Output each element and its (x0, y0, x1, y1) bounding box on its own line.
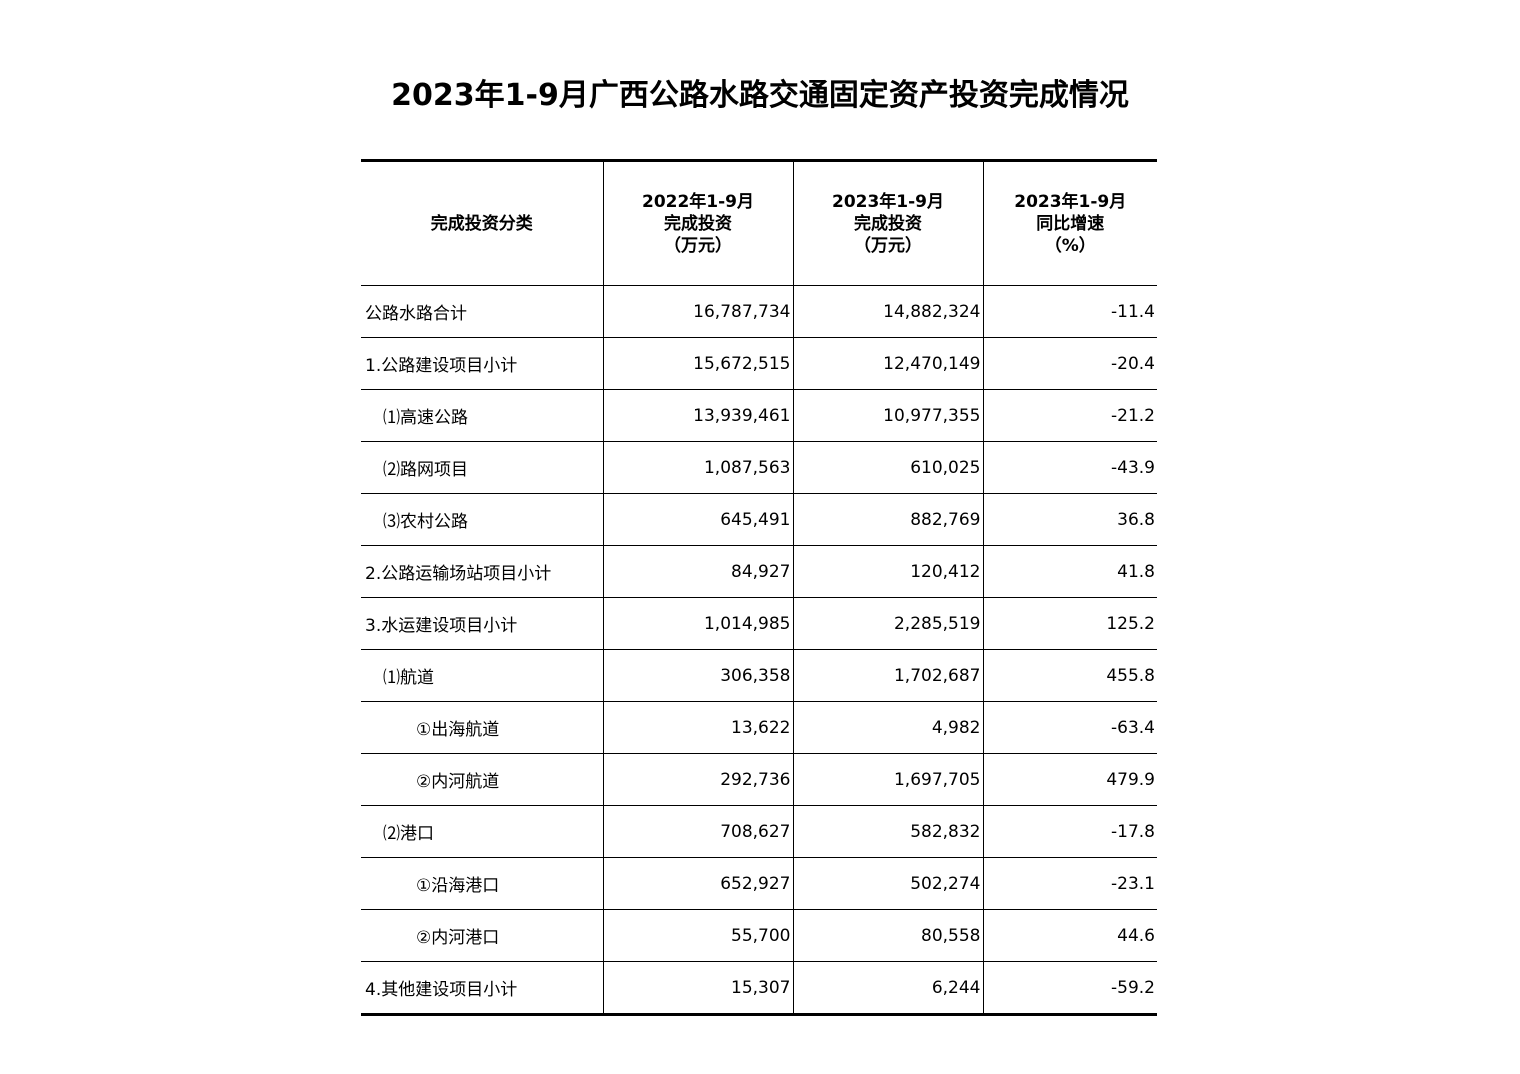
table-row: 2.公路运输场站项目小计 84,927 120,412 41.8 (361, 545, 1157, 598)
investment-2022-cell: 13,622 (602, 701, 794, 754)
table-row: 3.水运建设项目小计 1,014,985 2,285,519 125.2 (361, 597, 1157, 650)
growth-rate-cell: 125.2 (982, 597, 1157, 650)
investment-2023-cell: 14,882,324 (792, 285, 984, 338)
investment-2022-cell: 55,700 (602, 909, 794, 962)
category-cell: 1.公路建设项目小计 (361, 337, 604, 390)
investment-2023-cell: 80,558 (792, 909, 984, 962)
table-row: ⑵路网项目 1,087,563 610,025 -43.9 (361, 441, 1157, 494)
column-header-growth-rate: 2023年1-9月 同比增速 （%） (982, 160, 1157, 286)
table-body: 公路水路合计 16,787,734 14,882,324 -11.4 1.公路建设项目小… (361, 285, 1157, 1015)
investment-2022-cell: 13,939,461 (602, 389, 794, 442)
investment-2022-cell: 306,358 (602, 649, 794, 702)
category-cell: 4.其他建设项目小计 (361, 961, 604, 1015)
investment-2023-cell: 4,982 (792, 701, 984, 754)
table-row: 4.其他建设项目小计 15,307 6,244 -59.2 (361, 961, 1157, 1015)
investment-2022-cell: 15,307 (602, 961, 794, 1015)
growth-rate-cell: -21.2 (982, 389, 1157, 442)
investment-2023-cell: 582,832 (792, 805, 984, 858)
header-line: 2023年1-9月 (831, 191, 945, 212)
investment-2023-cell: 10,977,355 (792, 389, 984, 442)
investment-2022-cell: 15,672,515 (602, 337, 794, 390)
category-cell: 2.公路运输场站项目小计 (361, 545, 604, 598)
category-cell: ⑴高速公路 (361, 389, 604, 442)
table-row: ⑵港口 708,627 582,832 -17.8 (361, 805, 1157, 858)
investment-table: 完成投资分类 2022年1-9月 完成投资 （万元） 2023年1-9月 完成投资 （万元）… (361, 159, 1157, 1016)
table-row: ⑴高速公路 13,939,461 10,977,355 -21.2 (361, 389, 1157, 442)
category-cell: ①沿海港口 (361, 857, 604, 910)
category-cell: ⑴航道 (361, 649, 604, 702)
investment-2022-cell: 84,927 (602, 545, 794, 598)
investment-2023-cell: 2,285,519 (792, 597, 984, 650)
growth-rate-cell: -17.8 (982, 805, 1157, 858)
table-row: ⑶农村公路 645,491 882,769 36.8 (361, 493, 1157, 546)
category-cell: 3.水运建设项目小计 (361, 597, 604, 650)
header-line: 完成投资 (854, 213, 922, 234)
investment-2022-cell: 292,736 (602, 753, 794, 806)
table-row: 公路水路合计 16,787,734 14,882,324 -11.4 (361, 285, 1157, 338)
table-row: ②内河港口 55,700 80,558 44.6 (361, 909, 1157, 962)
header-line: 2023年1-9月 (1014, 191, 1127, 212)
category-cell: ⑵路网项目 (361, 441, 604, 494)
growth-rate-cell: -23.1 (982, 857, 1157, 910)
header-line: （%） (1044, 235, 1096, 256)
category-cell: ①出海航道 (361, 701, 604, 754)
growth-rate-cell: -20.4 (982, 337, 1157, 390)
column-header-investment-2023: 2023年1-9月 完成投资 （万元） (792, 160, 984, 286)
header-line: （万元） (854, 235, 922, 256)
column-header-investment-2022: 2022年1-9月 完成投资 （万元） (602, 160, 794, 286)
category-cell: ②内河航道 (361, 753, 604, 806)
investment-2023-cell: 1,697,705 (792, 753, 984, 806)
table-row: ②内河航道 292,736 1,697,705 479.9 (361, 753, 1157, 806)
page-title: 2023年1-9月广西公路水路交通固定资产投资完成情况 (391, 78, 1129, 113)
header-line: 完成投资 (664, 213, 732, 234)
investment-2023-cell: 610,025 (792, 441, 984, 494)
category-cell: ⑵港口 (361, 805, 604, 858)
header-line: 同比增速 (1036, 213, 1105, 234)
growth-rate-cell: -63.4 (982, 701, 1157, 754)
table-row: ①沿海港口 652,927 502,274 -23.1 (361, 857, 1157, 910)
growth-rate-cell: 41.8 (982, 545, 1157, 598)
growth-rate-cell: -11.4 (982, 285, 1157, 338)
header-line: 2022年1-9月 (641, 191, 755, 212)
growth-rate-cell: -59.2 (982, 961, 1157, 1015)
growth-rate-cell: 479.9 (982, 753, 1157, 806)
table-header: 完成投资分类 2022年1-9月 完成投资 （万元） 2023年1-9月 完成投资 （万元）… (361, 160, 1157, 286)
growth-rate-cell: 44.6 (982, 909, 1157, 962)
header-line: 完成投资分类 (430, 213, 533, 234)
investment-2022-cell: 652,927 (602, 857, 794, 910)
investment-2022-cell: 1,087,563 (602, 441, 794, 494)
category-cell: 公路水路合计 (361, 285, 604, 338)
investment-2023-cell: 502,274 (792, 857, 984, 910)
investment-2022-cell: 1,014,985 (602, 597, 794, 650)
investment-2023-cell: 120,412 (792, 545, 984, 598)
investment-2023-cell: 6,244 (792, 961, 984, 1015)
investment-2023-cell: 882,769 (792, 493, 984, 546)
growth-rate-cell: 455.8 (982, 649, 1157, 702)
investment-2022-cell: 708,627 (602, 805, 794, 858)
investment-2022-cell: 645,491 (602, 493, 794, 546)
growth-rate-cell: 36.8 (982, 493, 1157, 546)
column-header-category: 完成投资分类 (361, 160, 604, 286)
table-row: ①出海航道 13,622 4,982 -63.4 (361, 701, 1157, 754)
investment-2023-cell: 12,470,149 (792, 337, 984, 390)
growth-rate-cell: -43.9 (982, 441, 1157, 494)
table-row: 1.公路建设项目小计 15,672,515 12,470,149 -20.4 (361, 337, 1157, 390)
investment-2023-cell: 1,702,687 (792, 649, 984, 702)
table-row: ⑴航道 306,358 1,702,687 455.8 (361, 649, 1157, 702)
header-line: （万元） (664, 235, 732, 256)
category-cell: ②内河港口 (361, 909, 604, 962)
investment-2022-cell: 16,787,734 (602, 285, 794, 338)
category-cell: ⑶农村公路 (361, 493, 604, 546)
